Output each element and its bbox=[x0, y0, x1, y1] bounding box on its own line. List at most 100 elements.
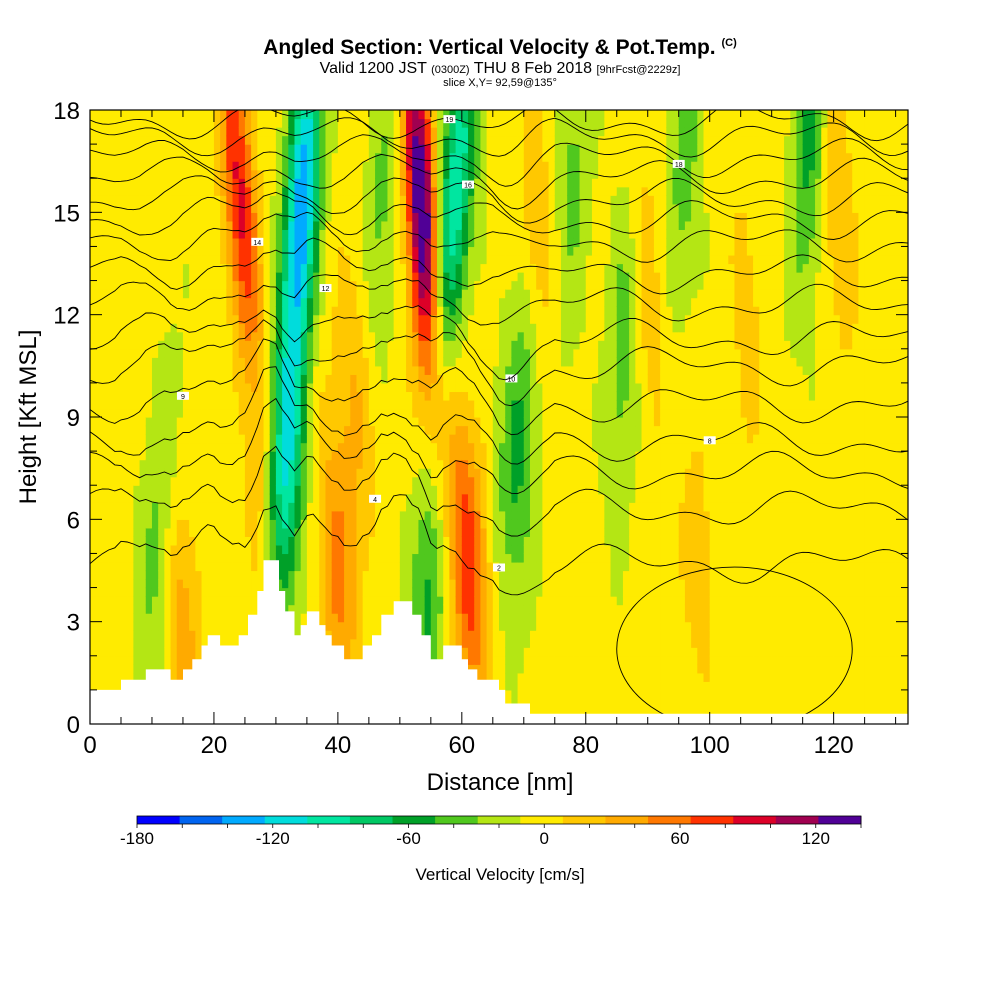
velocity-cell bbox=[282, 442, 289, 452]
velocity-cell bbox=[313, 357, 320, 367]
velocity-cell bbox=[158, 203, 165, 213]
velocity-cell bbox=[164, 365, 172, 375]
velocity-cell bbox=[213, 613, 221, 623]
velocity-cell bbox=[133, 203, 141, 213]
velocity-cell bbox=[127, 272, 134, 282]
velocity-cell bbox=[269, 229, 277, 239]
velocity-cell bbox=[319, 468, 327, 478]
velocity-cell bbox=[455, 161, 463, 171]
velocity-cell bbox=[486, 323, 494, 333]
velocity-cell bbox=[381, 118, 389, 128]
velocity-cell bbox=[102, 485, 110, 495]
velocity-cell bbox=[263, 314, 271, 324]
velocity-cell bbox=[455, 536, 463, 546]
velocity-cell bbox=[164, 229, 172, 239]
velocity-cell bbox=[133, 570, 141, 580]
velocity-cell bbox=[213, 621, 221, 631]
velocity-cell bbox=[375, 203, 382, 213]
velocity-cell bbox=[449, 297, 457, 307]
velocity-cell bbox=[511, 604, 519, 614]
velocity-cell bbox=[226, 110, 234, 120]
velocity-cell bbox=[430, 152, 438, 162]
velocity-cell bbox=[406, 561, 413, 572]
velocity-cell bbox=[189, 451, 196, 461]
velocity-cell bbox=[418, 502, 426, 512]
velocity-cell bbox=[145, 297, 153, 307]
velocity-cell bbox=[127, 263, 134, 273]
velocity-cell bbox=[387, 161, 395, 171]
velocity-cell bbox=[468, 348, 475, 358]
velocity-cell bbox=[263, 553, 271, 563]
velocity-cell bbox=[164, 212, 172, 222]
velocity-cell bbox=[344, 289, 351, 299]
velocity-cell bbox=[294, 544, 302, 555]
velocity-cell bbox=[114, 135, 122, 145]
velocity-cell bbox=[437, 570, 444, 580]
velocity-cell bbox=[275, 544, 283, 555]
velocity-cell bbox=[368, 476, 376, 486]
velocity-cell bbox=[461, 340, 469, 350]
velocity-cell bbox=[139, 246, 147, 256]
velocity-cell bbox=[294, 434, 302, 444]
velocity-cell bbox=[275, 365, 283, 375]
velocity-cell bbox=[449, 357, 457, 367]
velocity-cell bbox=[337, 476, 345, 486]
velocity-cell bbox=[480, 169, 488, 179]
velocity-cell bbox=[480, 579, 488, 589]
velocity-cell bbox=[362, 323, 370, 333]
velocity-cell bbox=[449, 186, 457, 196]
velocity-cell bbox=[455, 280, 463, 290]
velocity-cell bbox=[220, 519, 227, 529]
velocity-cell bbox=[294, 476, 302, 486]
velocity-cell bbox=[511, 553, 519, 563]
velocity-cell bbox=[406, 118, 413, 128]
velocity-cell bbox=[151, 553, 159, 563]
velocity-cell bbox=[288, 161, 296, 171]
velocity-cell bbox=[201, 596, 209, 606]
velocity-cell bbox=[437, 237, 444, 248]
velocity-cell bbox=[424, 272, 432, 282]
velocity-cell bbox=[381, 485, 389, 495]
velocity-cell bbox=[461, 297, 469, 307]
velocity-cell bbox=[356, 399, 364, 410]
velocity-cell bbox=[139, 544, 147, 555]
velocity-cell bbox=[437, 357, 444, 367]
velocity-cell bbox=[195, 434, 203, 444]
velocity-cell bbox=[164, 161, 172, 171]
velocity-cell bbox=[170, 408, 178, 418]
velocity-cell bbox=[282, 357, 289, 367]
velocity-cell bbox=[108, 152, 116, 162]
velocity-cell bbox=[102, 681, 110, 691]
velocity-cell bbox=[337, 621, 345, 631]
velocity-cell bbox=[127, 638, 134, 648]
velocity-cell bbox=[486, 169, 494, 179]
velocity-cell bbox=[244, 348, 252, 358]
velocity-cell bbox=[220, 169, 227, 179]
velocity-cell bbox=[108, 604, 116, 614]
velocity-cell bbox=[430, 382, 438, 393]
velocity-cell bbox=[176, 178, 184, 188]
velocity-cell bbox=[424, 280, 432, 290]
velocity-cell bbox=[176, 570, 184, 580]
velocity-cell bbox=[114, 647, 122, 657]
velocity-cell bbox=[257, 536, 265, 546]
velocity-cell bbox=[350, 144, 358, 154]
velocity-cell bbox=[505, 417, 512, 427]
velocity-cell bbox=[412, 246, 420, 256]
velocity-cell bbox=[486, 365, 494, 375]
velocity-cell bbox=[356, 178, 364, 188]
velocity-cell bbox=[344, 127, 351, 137]
velocity-cell bbox=[368, 561, 376, 572]
velocity-cell bbox=[114, 280, 122, 290]
velocity-cell bbox=[226, 280, 234, 290]
velocity-cell bbox=[499, 254, 506, 265]
velocity-cell bbox=[120, 417, 128, 427]
velocity-cell bbox=[158, 613, 165, 623]
velocity-cell bbox=[108, 220, 116, 230]
velocity-cell bbox=[275, 425, 283, 435]
velocity-cell bbox=[474, 451, 482, 461]
velocity-cell bbox=[505, 237, 512, 248]
velocity-cell bbox=[480, 476, 488, 486]
velocity-cell bbox=[151, 527, 159, 537]
